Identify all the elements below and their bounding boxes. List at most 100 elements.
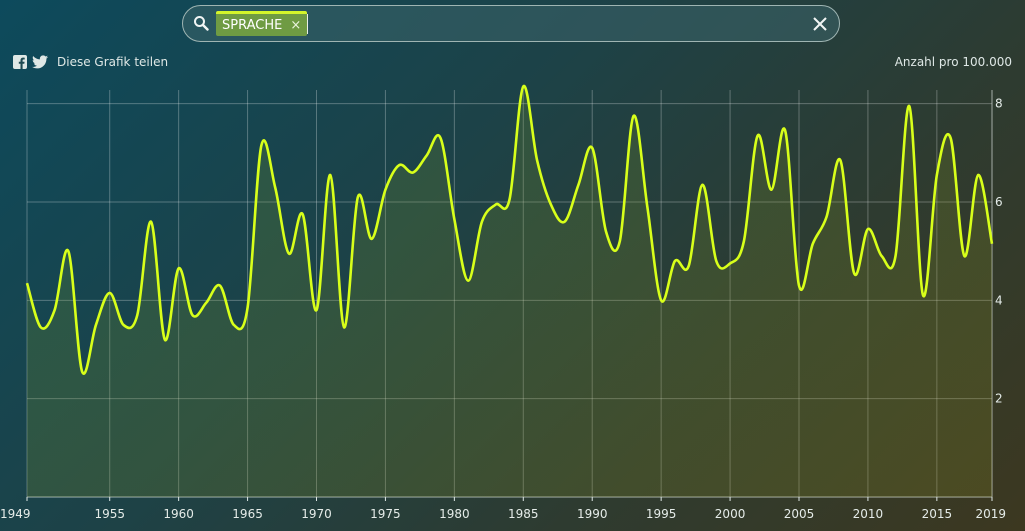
data-point-1979[interactable]	[436, 133, 446, 143]
close-icon[interactable]	[811, 15, 829, 33]
data-point-2002[interactable]	[753, 131, 763, 141]
data-point-1949[interactable]	[22, 278, 32, 288]
data-point-1955[interactable]	[105, 288, 115, 298]
data-point-1970[interactable]	[312, 305, 322, 315]
data-point-2017[interactable]	[959, 251, 969, 261]
x-tick-label: 2010	[853, 507, 884, 521]
data-point-1974[interactable]	[367, 234, 377, 244]
data-point-2007[interactable]	[822, 212, 832, 222]
filter-tag-label: SPRACHE	[222, 17, 283, 33]
data-point-1984[interactable]	[505, 195, 515, 205]
y-axis-unit-label: Anzahl pro 100.000	[894, 55, 1012, 69]
data-point-1983[interactable]	[491, 199, 501, 209]
x-tick-label: 1975	[370, 507, 401, 521]
data-point-1976[interactable]	[394, 160, 404, 170]
data-point-1978[interactable]	[422, 150, 432, 160]
data-point-2006[interactable]	[808, 239, 818, 249]
data-point-1975[interactable]	[380, 185, 390, 195]
y-tick-label: 6	[995, 195, 1003, 209]
data-point-1973[interactable]	[353, 192, 363, 202]
data-point-1959[interactable]	[160, 335, 170, 345]
data-point-1968[interactable]	[284, 249, 294, 259]
data-point-1999[interactable]	[711, 256, 721, 266]
data-point-1985[interactable]	[518, 81, 528, 91]
filter-tag-remove-icon[interactable]: ×	[290, 17, 302, 33]
y-tick-label: 4	[995, 293, 1003, 307]
data-point-1992[interactable]	[615, 236, 625, 246]
data-point-1977[interactable]	[408, 168, 418, 178]
data-point-1972[interactable]	[339, 322, 349, 332]
data-point-1995[interactable]	[656, 295, 666, 305]
y-tick-label: 2	[995, 392, 1003, 406]
x-tick-label: 2000	[715, 507, 746, 521]
data-point-1971[interactable]	[325, 170, 335, 180]
data-point-2005[interactable]	[794, 281, 804, 291]
data-point-1960[interactable]	[174, 263, 184, 273]
data-point-2011[interactable]	[877, 251, 887, 261]
data-point-2019[interactable]	[987, 239, 997, 249]
data-point-2003[interactable]	[766, 185, 776, 195]
data-point-1997[interactable]	[684, 261, 694, 271]
x-tick-label: 1985	[508, 507, 539, 521]
series-line[interactable]	[25, 85, 994, 375]
data-point-2008[interactable]	[835, 155, 845, 165]
data-point-2014[interactable]	[918, 290, 928, 300]
data-point-1951[interactable]	[50, 305, 60, 315]
data-point-1994[interactable]	[642, 202, 652, 212]
search-input[interactable]	[307, 14, 796, 34]
data-point-1989[interactable]	[573, 180, 583, 190]
share-label[interactable]: Diese Grafik teilen	[57, 55, 169, 69]
data-point-2013[interactable]	[904, 101, 914, 111]
data-point-1987[interactable]	[546, 199, 556, 209]
search-icon	[194, 16, 209, 31]
data-point-1961[interactable]	[187, 310, 197, 320]
data-point-1993[interactable]	[629, 111, 639, 121]
filter-tag[interactable]: SPRACHE ×	[216, 11, 308, 36]
data-point-2010[interactable]	[863, 224, 873, 234]
data-point-2016[interactable]	[946, 133, 956, 143]
data-point-1988[interactable]	[560, 217, 570, 227]
data-point-1964[interactable]	[229, 320, 239, 330]
data-point-2012[interactable]	[891, 251, 901, 261]
share-bar: Diese Grafik teilen	[13, 55, 168, 69]
data-point-2015[interactable]	[932, 170, 942, 180]
data-point-1986[interactable]	[532, 155, 542, 165]
data-point-1962[interactable]	[201, 298, 211, 308]
twitter-icon[interactable]	[32, 55, 48, 69]
data-point-2004[interactable]	[780, 126, 790, 136]
data-point-2000[interactable]	[725, 258, 735, 268]
x-axis: 1949 1955 1960 1965 1970 1975 1980 1985 1990 1995…	[0, 497, 1006, 521]
data-point-1980[interactable]	[449, 214, 459, 224]
data-point-1953[interactable]	[77, 367, 87, 377]
x-tick-label: 1980	[439, 507, 470, 521]
data-point-1958[interactable]	[146, 217, 156, 227]
data-point-1965[interactable]	[243, 303, 253, 313]
x-tick-label: 1965	[232, 507, 263, 521]
data-point-1991[interactable]	[601, 227, 611, 237]
series-area	[27, 85, 992, 497]
data-point-1969[interactable]	[298, 209, 308, 219]
facebook-icon[interactable]	[13, 55, 27, 69]
data-point-2009[interactable]	[849, 268, 859, 278]
data-point-1952[interactable]	[63, 246, 73, 256]
data-point-1957[interactable]	[132, 310, 142, 320]
data-point-2018[interactable]	[973, 170, 983, 180]
y-tick-label: 8	[995, 97, 1003, 111]
data-point-1967[interactable]	[270, 182, 280, 192]
data-point-1981[interactable]	[463, 276, 473, 286]
data-point-1966[interactable]	[256, 140, 266, 150]
x-tick-label: 1995	[646, 507, 677, 521]
data-point-1998[interactable]	[698, 180, 708, 190]
data-point-1954[interactable]	[91, 320, 101, 330]
data-point-1956[interactable]	[119, 320, 129, 330]
data-point-1963[interactable]	[215, 281, 225, 291]
data-point-1950[interactable]	[36, 322, 46, 332]
x-tick-label: 1955	[94, 507, 125, 521]
data-point-1996[interactable]	[670, 256, 680, 266]
data-point-1982[interactable]	[477, 217, 487, 227]
data-point-1990[interactable]	[587, 143, 597, 153]
data-point-2001[interactable]	[739, 236, 749, 246]
x-tick-label: 1960	[163, 507, 194, 521]
search-bar[interactable]: SPRACHE ×	[182, 5, 840, 42]
